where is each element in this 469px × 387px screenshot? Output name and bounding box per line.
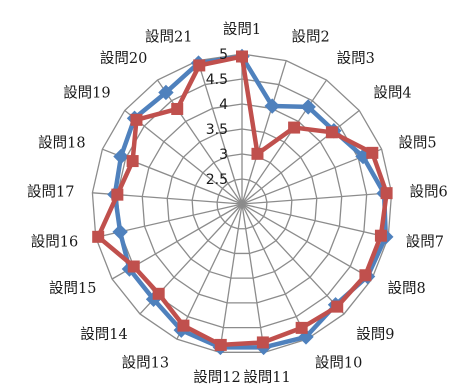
grid-ring xyxy=(166,128,318,279)
category-label: 設問7 xyxy=(406,233,444,250)
category-label: 設問18 xyxy=(38,135,85,152)
data-point xyxy=(325,126,338,139)
grid-spoke xyxy=(241,203,345,315)
tick-label: 4 xyxy=(219,97,228,113)
category-label: 設問3 xyxy=(337,50,375,67)
tick-label: 3 xyxy=(219,147,228,163)
series-2 xyxy=(92,50,393,351)
category-label: 設問1 xyxy=(223,21,261,38)
grid-ring xyxy=(141,103,343,304)
data-point xyxy=(158,84,174,101)
grid-spoke xyxy=(241,203,373,280)
grid-spoke xyxy=(241,203,308,340)
grid-spoke xyxy=(241,192,392,205)
category-label: 設問2 xyxy=(292,28,330,45)
data-point xyxy=(300,99,316,115)
tick-label: 2.5 xyxy=(206,172,228,188)
tick-label: 3.5 xyxy=(206,122,228,138)
series-line xyxy=(112,54,389,350)
grid-spoke xyxy=(197,60,243,205)
series xyxy=(92,48,394,356)
grid-ring xyxy=(216,178,268,230)
data-point xyxy=(256,336,269,349)
grid-spoke xyxy=(176,203,243,340)
data-point xyxy=(380,187,393,200)
grid-spoke xyxy=(156,79,243,205)
data-point xyxy=(193,59,206,72)
category-label: 設問13 xyxy=(122,354,169,371)
category-label: 設問15 xyxy=(49,280,96,297)
data-point xyxy=(366,146,379,159)
grid-spoke xyxy=(218,203,243,353)
data-point xyxy=(130,113,143,126)
data-point xyxy=(359,269,372,282)
series-line xyxy=(95,54,389,348)
category-label: 設問6 xyxy=(410,183,448,200)
data-point xyxy=(374,229,387,242)
category-label: 設問4 xyxy=(373,84,411,101)
grid-spoke xyxy=(241,109,360,205)
category-label: 設問14 xyxy=(80,326,127,343)
data-point xyxy=(127,260,140,273)
tick-labels: 2.5 3 3.5 4 4.5 5 xyxy=(206,47,228,188)
data-point xyxy=(92,230,105,243)
grid-spoke xyxy=(241,79,328,205)
grid-ring xyxy=(91,53,393,353)
category-label: 設問17 xyxy=(27,183,74,200)
category-label: 設問12 xyxy=(193,369,240,386)
category-label: 設問10 xyxy=(315,354,362,371)
data-point xyxy=(112,224,128,240)
data-point xyxy=(177,319,190,332)
grid-spoke xyxy=(241,60,287,205)
category-label: 設問20 xyxy=(100,50,147,67)
data-point xyxy=(171,102,184,115)
category-label: 設問19 xyxy=(63,84,110,101)
category-label: 設問8 xyxy=(387,280,425,297)
data-point xyxy=(214,338,227,351)
tick-label: 4.5 xyxy=(206,72,228,88)
data-point xyxy=(331,300,344,313)
grid-spoke xyxy=(124,109,243,205)
grid xyxy=(91,53,393,353)
category-label: 設問5 xyxy=(398,135,436,152)
category-label: 設問9 xyxy=(356,326,394,343)
data-point xyxy=(113,148,129,165)
category-label: 設問11 xyxy=(243,369,290,386)
data-point xyxy=(295,321,308,334)
data-point xyxy=(111,188,124,201)
data-point xyxy=(288,121,301,134)
tick-label: 5 xyxy=(219,47,228,63)
data-point xyxy=(251,147,264,160)
category-label: 設問21 xyxy=(145,28,192,45)
grid-spoke xyxy=(241,203,266,353)
data-point xyxy=(264,98,280,114)
category-label: 設問16 xyxy=(31,233,78,250)
grid-spoke xyxy=(241,203,389,239)
data-point xyxy=(236,50,248,63)
data-point xyxy=(152,287,165,300)
grid-ring xyxy=(191,153,293,255)
data-point xyxy=(126,155,139,168)
